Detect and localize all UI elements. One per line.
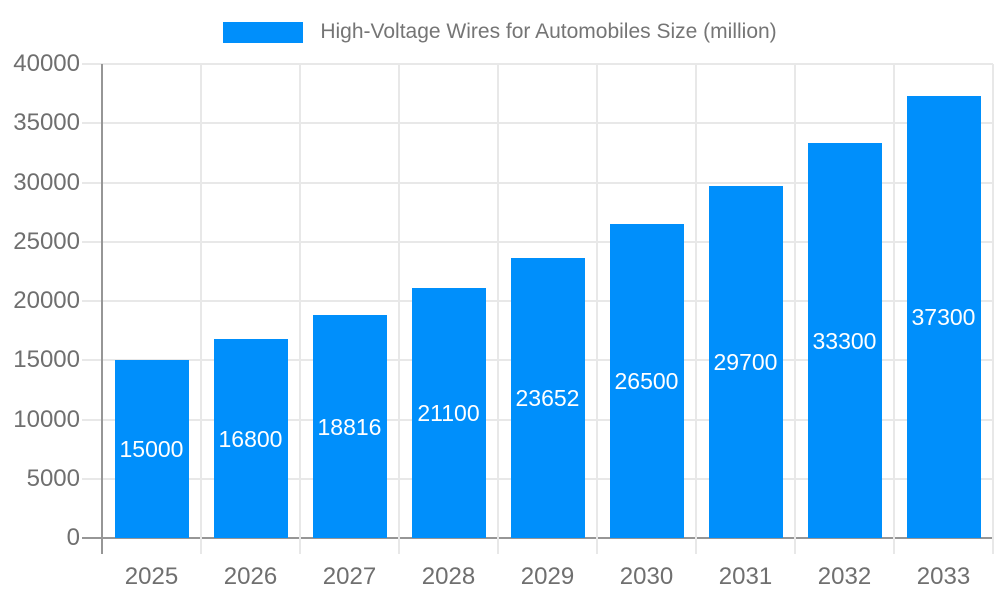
y-gridline bbox=[82, 241, 993, 243]
bar-value-label: 29700 bbox=[713, 349, 778, 375]
x-gridline bbox=[992, 64, 994, 538]
y-tick-label: 10000 bbox=[13, 406, 80, 433]
x-tick-label: 2027 bbox=[322, 563, 377, 590]
bar bbox=[412, 288, 486, 538]
x-axis-tick bbox=[794, 538, 796, 554]
y-axis-line bbox=[101, 64, 103, 554]
y-tick-label: 15000 bbox=[13, 346, 80, 373]
y-tick-label: 25000 bbox=[13, 228, 80, 255]
bar bbox=[808, 143, 882, 538]
legend-item[interactable]: High-Voltage Wires for Automobiles Size … bbox=[223, 19, 777, 44]
x-axis-tick bbox=[200, 538, 202, 554]
x-tick-label: 2032 bbox=[817, 563, 872, 590]
y-tick-label: 5000 bbox=[26, 465, 80, 492]
x-tick-label: 2033 bbox=[916, 563, 971, 590]
bar-value-label: 26500 bbox=[614, 368, 679, 394]
x-gridline bbox=[794, 64, 796, 538]
x-tick-label: 2029 bbox=[520, 563, 575, 590]
bar-value-label: 16800 bbox=[218, 426, 283, 452]
bar bbox=[214, 339, 288, 538]
x-gridline bbox=[200, 64, 202, 538]
bar bbox=[907, 96, 981, 538]
bar bbox=[709, 186, 783, 538]
x-tick-label: 2031 bbox=[718, 563, 773, 590]
y-tick-label: 40000 bbox=[13, 50, 80, 77]
x-tick-label: 2028 bbox=[421, 563, 476, 590]
x-axis-line bbox=[82, 537, 993, 539]
x-axis-tick bbox=[596, 538, 598, 554]
x-gridline bbox=[497, 64, 499, 538]
x-tick-label: 2025 bbox=[124, 563, 179, 590]
x-gridline bbox=[695, 64, 697, 538]
legend-swatch-icon bbox=[223, 21, 304, 43]
y-tick-label: 0 bbox=[66, 524, 80, 551]
y-gridline bbox=[82, 63, 993, 65]
legend-label: High-Voltage Wires for Automobiles Size … bbox=[320, 20, 777, 44]
bar-value-label: 21100 bbox=[417, 400, 480, 426]
x-axis-tick bbox=[893, 538, 895, 554]
x-tick-label: 2030 bbox=[619, 563, 674, 590]
y-gridline bbox=[82, 122, 993, 124]
x-gridline bbox=[299, 64, 301, 538]
bar bbox=[610, 224, 684, 538]
x-axis-tick bbox=[398, 538, 400, 554]
bar bbox=[511, 258, 585, 538]
x-axis-tick bbox=[299, 538, 301, 554]
y-gridline bbox=[82, 182, 993, 184]
y-tick-label: 20000 bbox=[13, 287, 80, 314]
bar bbox=[115, 360, 189, 538]
x-tick-label: 2026 bbox=[223, 563, 278, 590]
bar bbox=[313, 315, 387, 538]
y-tick-label: 30000 bbox=[13, 169, 80, 196]
bar-value-label: 18816 bbox=[317, 414, 382, 440]
bar-value-label: 37300 bbox=[911, 304, 976, 330]
bar-value-label: 33300 bbox=[812, 328, 877, 354]
x-gridline bbox=[596, 64, 598, 538]
x-gridline bbox=[398, 64, 400, 538]
y-tick-label: 35000 bbox=[13, 109, 80, 136]
x-axis-tick bbox=[497, 538, 499, 554]
x-axis-tick bbox=[695, 538, 697, 554]
x-axis-tick bbox=[992, 538, 994, 554]
x-gridline bbox=[893, 64, 895, 538]
bar-value-label: 23652 bbox=[515, 385, 580, 411]
legend: High-Voltage Wires for Automobiles Size … bbox=[0, 12, 1000, 52]
bar-value-label: 15000 bbox=[119, 436, 184, 462]
